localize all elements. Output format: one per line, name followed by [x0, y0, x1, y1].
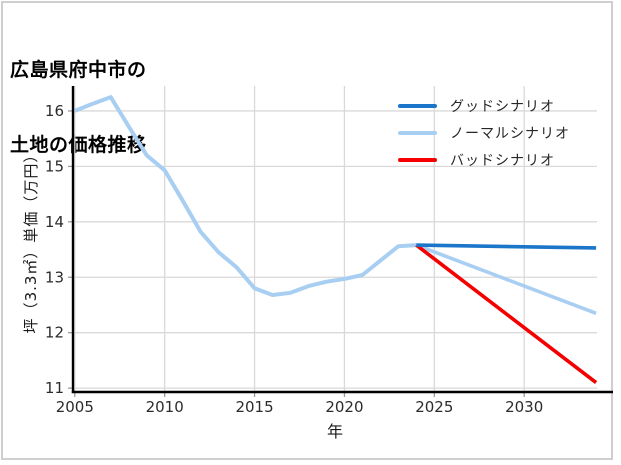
x-tick-label: 2025 — [415, 398, 453, 416]
y-tick-label: 13 — [45, 268, 64, 286]
page-title-line2: 土地の価格推移 — [10, 134, 147, 157]
legend-item-normal-scenario: ノーマルシナリオ — [398, 119, 570, 146]
x-axis-label: 年 — [326, 422, 343, 441]
y-tick-label: 11 — [45, 379, 64, 397]
legend-line-swatch-normal — [398, 130, 437, 135]
y-tick-label: 15 — [45, 157, 64, 175]
legend-line-swatch-good — [398, 103, 437, 108]
legend-item-good-scenario: グッドシナリオ — [398, 92, 570, 119]
y-tick-label: 14 — [45, 213, 64, 231]
page-title-line1: 広島県府中市の — [10, 59, 147, 82]
page-title: 広島県府中市の 土地の価格推移 — [10, 8, 147, 209]
y-tick-label: 16 — [45, 102, 64, 120]
legend-label-good: グッドシナリオ — [450, 98, 555, 115]
chart-legend: グッドシナリオ ノーマルシナリオ バッドシナリオ — [398, 92, 570, 173]
x-tick-label: 2010 — [146, 398, 184, 416]
series-line-bad-scenario — [415, 243, 598, 385]
legend-line-swatch-bad — [398, 157, 437, 162]
series-line-historical-price — [74, 95, 417, 297]
x-tick-label: 2005 — [56, 398, 94, 416]
x-tick-label: 2015 — [235, 398, 273, 416]
x-tick-label: 2030 — [505, 398, 543, 416]
series-line-normal-scenario — [415, 243, 597, 315]
y-axis-label: 坪（3.3㎡）単価（万円） — [22, 146, 40, 334]
series-line-good-scenario — [416, 243, 597, 250]
legend-item-bad-scenario: バッドシナリオ — [398, 146, 570, 173]
legend-label-bad: バッドシナリオ — [450, 152, 555, 169]
y-tick-label: 12 — [45, 324, 64, 342]
x-tick-label: 2020 — [325, 398, 363, 416]
legend-label-normal: ノーマルシナリオ — [450, 125, 570, 142]
